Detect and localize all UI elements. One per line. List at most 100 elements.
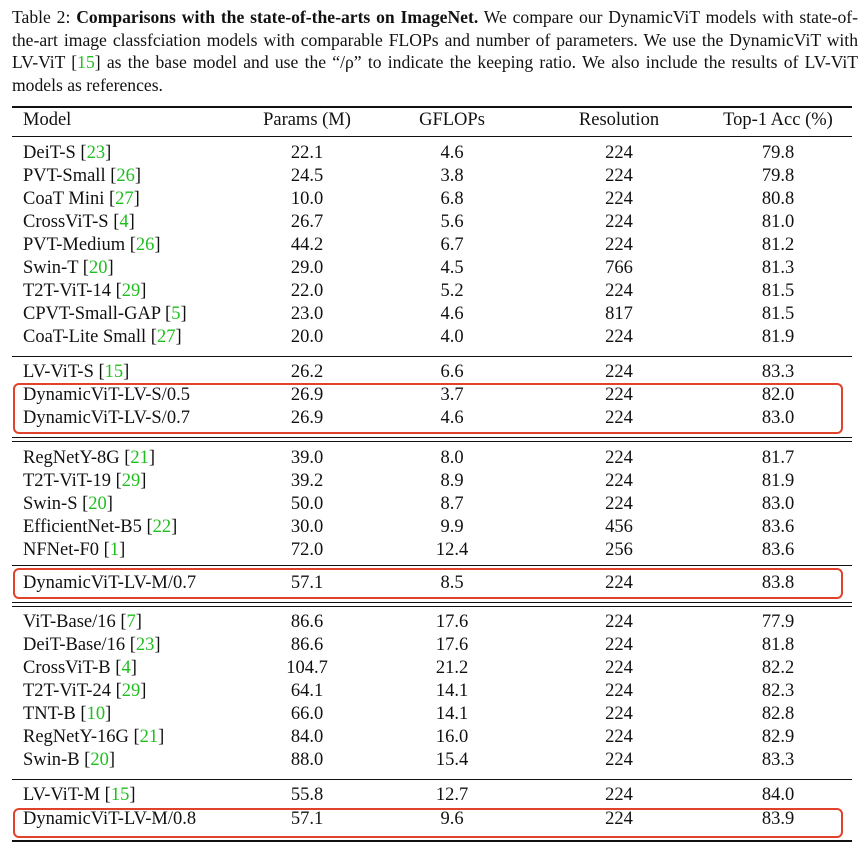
- table-row: Swin-S [20] 50.0 8.7 224 83.0: [12, 493, 852, 516]
- gflops-cell: 16.0: [435, 727, 469, 747]
- model-name: CoaT-Lite Small [: [23, 327, 157, 347]
- table-row: LV-ViT-S [15] 26.2 6.6 224 83.3: [12, 361, 852, 384]
- resolution-cell: 224: [605, 681, 633, 701]
- top1-acc-cell: 81.3: [761, 258, 795, 278]
- citation-bracket: ]: [175, 327, 182, 347]
- table-row: PVT-Medium [26] 44.2 6.7 224 81.2: [12, 234, 852, 257]
- resolution-cell: 224: [605, 166, 633, 186]
- top1-acc-cell: 83.9: [761, 809, 795, 829]
- caption-text-2: ] as the base model and use the “/ρ” to …: [12, 52, 858, 95]
- top1-acc-cell: 81.7: [761, 448, 795, 468]
- citation-link[interactable]: 26: [116, 166, 135, 186]
- citation-link[interactable]: 5: [171, 304, 181, 324]
- model-name: LV-ViT-M [: [23, 785, 111, 805]
- model-name-cell: PVT-Small [26]: [23, 165, 141, 188]
- model-name: RegNetY-16G [: [23, 727, 140, 747]
- params-cell: 26.2: [290, 362, 324, 382]
- top1-acc-cell: 77.9: [761, 612, 795, 632]
- model-name: CrossViT-B [: [23, 658, 122, 678]
- model-name: DeiT-Base/16 [: [23, 635, 136, 655]
- citation-link[interactable]: 27: [115, 189, 134, 209]
- model-name-cell: Swin-T [20]: [23, 257, 114, 280]
- gflops-cell: 4.5: [440, 258, 464, 278]
- table-row: CrossViT-B [4] 104.7 21.2 224 82.2: [12, 657, 852, 680]
- citation-bracket: ]: [105, 704, 112, 724]
- citation-link[interactable]: 29: [121, 281, 141, 301]
- resolution-cell: 224: [605, 750, 633, 770]
- group-separator: [12, 606, 852, 607]
- citation-bracket: ]: [154, 635, 161, 655]
- citation-link[interactable]: 7: [126, 612, 136, 632]
- citation-link[interactable]: 15: [110, 785, 130, 805]
- model-name: Swin-B [: [23, 750, 91, 770]
- citation-link[interactable]: 1: [109, 540, 120, 560]
- top-rule: [12, 106, 852, 108]
- resolution-cell: 224: [605, 362, 633, 382]
- top1-acc-cell: 80.8: [761, 189, 795, 209]
- top1-acc-cell: 81.0: [761, 212, 795, 232]
- citation-link[interactable]: 10: [86, 704, 106, 724]
- group-separator: [12, 441, 852, 442]
- group-separator: [12, 779, 852, 780]
- params-cell: 55.8: [290, 785, 324, 805]
- model-name-cell: RegNetY-16G [21]: [23, 726, 164, 749]
- params-cell: 39.0: [290, 448, 324, 468]
- citation-bracket: ]: [140, 471, 147, 491]
- citation-link[interactable]: 4: [121, 658, 131, 678]
- citation-link[interactable]: 20: [90, 750, 109, 770]
- resolution-cell: 224: [605, 494, 633, 514]
- model-name: DynamicViT-LV-M/0.8: [23, 809, 197, 829]
- table-row: DynamicViT-LV-M/0.8 57.1 9.6 224 83.9: [12, 808, 852, 831]
- citation-link[interactable]: 27: [156, 327, 176, 347]
- header-resolution: Resolution: [578, 110, 660, 130]
- model-name: Swin-T [: [23, 258, 89, 278]
- model-name-cell: DeiT-Base/16 [23]: [23, 634, 161, 657]
- citation-link[interactable]: 4: [119, 212, 129, 232]
- gflops-cell: 12.4: [435, 540, 469, 560]
- citation-link[interactable]: 23: [86, 143, 106, 163]
- table-row: NFNet-F0 [1] 72.0 12.4 256 83.6: [12, 539, 852, 562]
- citation-link[interactable]: 29: [121, 681, 141, 701]
- citation-link[interactable]: 15: [104, 362, 124, 382]
- top1-acc-cell: 83.0: [761, 408, 795, 428]
- citation-bracket: ]: [154, 235, 161, 255]
- table-row: RegNetY-8G [21] 39.0 8.0 224 81.7: [12, 447, 852, 470]
- highlight-box-dynamicvit-s: [13, 383, 843, 434]
- gflops-cell: 21.2: [435, 658, 469, 678]
- table-row: T2T-ViT-19 [29] 39.2 8.9 224 81.9: [12, 470, 852, 493]
- citation-link[interactable]: 21: [139, 727, 159, 747]
- resolution-cell: 224: [605, 327, 633, 347]
- top1-acc-cell: 83.6: [761, 517, 795, 537]
- citation-link[interactable]: 26: [135, 235, 155, 255]
- top1-acc-cell: 81.9: [761, 471, 795, 491]
- table-row: T2T-ViT-24 [29] 64.1 14.1 224 82.3: [12, 680, 852, 703]
- model-name: RegNetY-8G [: [23, 448, 131, 468]
- citation-bracket: ]: [106, 494, 113, 514]
- resolution-cell: 224: [605, 281, 633, 301]
- caption-citation-link[interactable]: 15: [77, 52, 95, 72]
- citation-link[interactable]: 20: [88, 494, 107, 514]
- params-cell: 24.5: [290, 166, 324, 186]
- model-name-cell: CoaT Mini [27]: [23, 188, 140, 211]
- table-row: RegNetY-16G [21] 84.0 16.0 224 82.9: [12, 726, 852, 749]
- params-cell: 86.6: [290, 612, 324, 632]
- resolution-cell: 817: [605, 304, 633, 324]
- header-row: Model Params (M) GFLOPs Resolution Top-1…: [12, 109, 852, 132]
- citation-link[interactable]: 20: [88, 258, 108, 278]
- params-cell: 44.2: [290, 235, 324, 255]
- citation-link[interactable]: 29: [121, 471, 141, 491]
- model-name-cell: DeiT-S [23]: [23, 142, 111, 165]
- gflops-cell: 15.4: [435, 750, 469, 770]
- citation-link[interactable]: 23: [135, 635, 155, 655]
- top1-acc-cell: 81.8: [761, 635, 795, 655]
- group-separator: [12, 356, 852, 357]
- model-name-cell: LV-ViT-S [15]: [23, 361, 129, 384]
- citation-bracket: ]: [158, 727, 165, 747]
- citation-link[interactable]: 21: [130, 448, 149, 468]
- top1-acc-cell: 84.0: [761, 785, 795, 805]
- top1-acc-cell: 81.2: [761, 235, 795, 255]
- resolution-cell: 224: [605, 785, 633, 805]
- citation-link[interactable]: 22: [152, 517, 172, 537]
- resolution-cell: 224: [605, 612, 633, 632]
- caption-label: Table 2:: [12, 7, 77, 27]
